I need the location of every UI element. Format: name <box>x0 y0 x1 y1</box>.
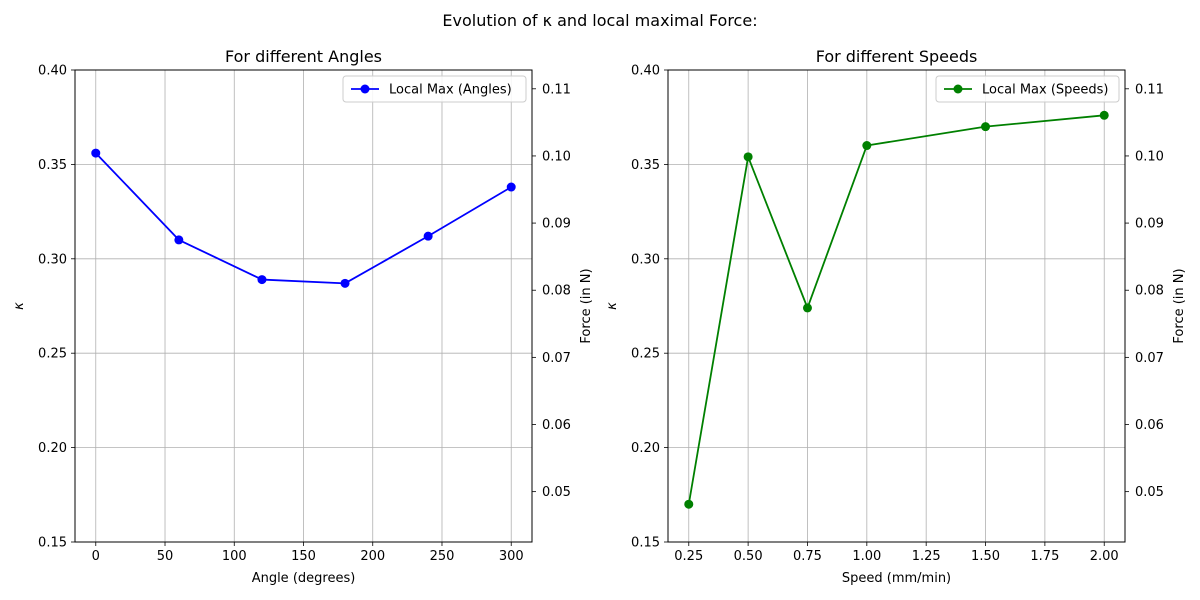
data-point <box>506 182 516 192</box>
y-tick-label: 0.30 <box>38 252 67 267</box>
data-point <box>340 278 350 288</box>
x-tick-label: 1.25 <box>912 549 941 564</box>
x-tick-label: 200 <box>360 549 385 564</box>
x-tick-label: 1.75 <box>1030 549 1059 564</box>
y-tick-label: 0.35 <box>631 158 660 173</box>
legend-label: Local Max (Angles) <box>389 83 512 98</box>
data-point <box>423 231 433 241</box>
legend-box <box>342 75 527 103</box>
y-right-tick-label: 0.05 <box>542 485 571 500</box>
x-tick-label: 300 <box>499 549 524 564</box>
series-line <box>95 152 512 285</box>
x-tick-label: 0.50 <box>734 549 763 564</box>
data-point <box>802 303 812 313</box>
y-tick-label: 0.20 <box>631 441 660 456</box>
y-right-tick-label: 0.09 <box>542 217 571 232</box>
y-tick-label: 0.30 <box>631 252 660 267</box>
axes-frame <box>74 69 533 543</box>
y-right-tick-label: 0.10 <box>1135 149 1164 164</box>
y-tick-label: 0.20 <box>38 441 67 456</box>
x-tick-label: 250 <box>430 549 455 564</box>
legend-marker <box>953 84 963 94</box>
y-tick-label: 0.25 <box>631 347 660 362</box>
data-point <box>684 499 694 509</box>
data-point <box>981 122 991 132</box>
y-tick-label: 0.40 <box>38 64 67 79</box>
x-tick-label: 2.00 <box>1090 549 1119 564</box>
axes-frame <box>667 69 1126 543</box>
y-tick-label: 0.15 <box>631 536 660 551</box>
data-point <box>743 152 753 162</box>
y-right-tick-label: 0.08 <box>542 284 571 299</box>
chart-title: For different Speeds <box>816 47 978 66</box>
data-point <box>91 148 101 158</box>
x-tick-label: 150 <box>291 549 316 564</box>
y-axis-label: κ <box>12 302 27 310</box>
y-right-tick-label: 0.07 <box>1135 351 1164 366</box>
x-axis-label: Angle (degrees) <box>252 571 356 586</box>
y-right-tick-label: 0.11 <box>542 82 571 97</box>
x-tick-label: 0.75 <box>793 549 822 564</box>
x-tick-label: 50 <box>157 549 174 564</box>
legend-marker <box>360 84 370 94</box>
y-tick-label: 0.15 <box>38 536 67 551</box>
y-right-axis-label: Force (in N) <box>579 268 594 343</box>
x-tick-label: 100 <box>222 549 247 564</box>
legend: Local Max (Speeds) <box>935 75 1120 103</box>
legend: Local Max (Angles) <box>342 75 527 103</box>
y-right-tick-label: 0.05 <box>1135 485 1164 500</box>
chart-title: For different Angles <box>225 47 382 66</box>
series-line <box>687 114 1105 505</box>
chart-panel-speeds: 0.25 0.50 0.75 1.00 1.25 1.50 1.75 2.00 0.15 0.20… <box>605 47 1187 586</box>
x-axis-label: Speed (mm/min) <box>842 571 951 586</box>
data-point <box>1099 110 1109 120</box>
y-right-tick-label: 0.10 <box>542 149 571 164</box>
y-tick-label: 0.35 <box>38 158 67 173</box>
y-right-tick-label: 0.08 <box>1135 284 1164 299</box>
data-point <box>257 275 267 285</box>
y-right-tick-label: 0.06 <box>1135 418 1164 433</box>
chart-panel-angles: 0 50 100 150 200 250 300 0.15 0.20 0.25 0.30 0.35 0.… <box>12 47 594 586</box>
x-tick-label: 1.00 <box>852 549 881 564</box>
x-tick-label: 0.25 <box>674 549 703 564</box>
y-tick-label: 0.40 <box>631 64 660 79</box>
y-right-tick-label: 0.06 <box>542 418 571 433</box>
x-tick-label: 1.50 <box>971 549 1000 564</box>
legend-label: Local Max (Speeds) <box>982 83 1109 98</box>
y-right-tick-label: 0.07 <box>542 351 571 366</box>
data-point <box>862 141 872 151</box>
legend-box <box>935 75 1120 103</box>
y-right-axis-label: Force (in N) <box>1172 268 1187 343</box>
y-tick-label: 0.25 <box>38 347 67 362</box>
x-tick-label: 0 <box>92 549 100 564</box>
data-point <box>174 235 184 245</box>
y-axis-label: κ <box>605 302 620 310</box>
y-right-tick-label: 0.09 <box>1135 217 1164 232</box>
figure-suptitle: Evolution of κ and local maximal Force: <box>442 11 757 30</box>
y-right-tick-label: 0.11 <box>1135 82 1164 97</box>
